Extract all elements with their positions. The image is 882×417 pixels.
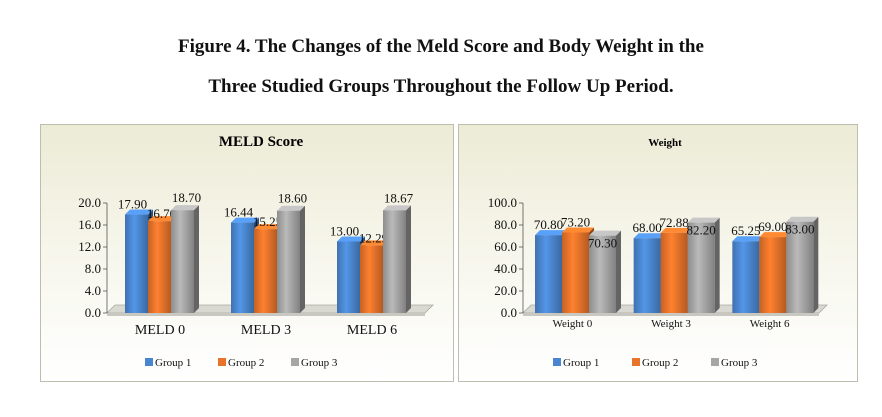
legend-entry: Group 3 [721, 357, 758, 369]
data-label: 70.30 [588, 236, 617, 251]
data-label: 18.60 [278, 191, 307, 206]
data-label: 13.00 [330, 224, 359, 239]
data-label: 15.25 [253, 214, 282, 229]
figure-title-line-2: Three Studied Groups Throughout the Foll… [208, 76, 674, 97]
legend-swatch [553, 358, 561, 366]
data-label: 70.80 [534, 217, 563, 232]
y-tick-label: 60.0 [494, 239, 517, 254]
bar-group-3-weight-0 [589, 230, 621, 313]
weight-chart: Weight 0.0 20.0 40.0 60.0 80.0 100.0 70.8073.20… [488, 137, 828, 369]
legend-swatch [291, 358, 299, 366]
figure-title-line-1: Figure 4. The Changes of the Meld Score … [178, 36, 704, 57]
legend-entry: Group 1 [563, 357, 599, 369]
chart-floor-edge [107, 313, 425, 316]
bar-group-3-meld-3 [277, 205, 305, 313]
y-tick-label: 20.0 [78, 195, 101, 210]
y-tick-label: 100.0 [488, 195, 517, 210]
y-tick-label: 4.0 [85, 283, 101, 298]
data-label: 18.67 [384, 190, 414, 205]
data-label: 16.70 [147, 206, 176, 221]
data-label: 82.20 [687, 223, 716, 238]
x-tick-label: Weight 0 [552, 318, 592, 330]
y-tick-label: 0.0 [501, 305, 517, 320]
chart-floor-edge [523, 313, 819, 316]
y-tick-label: 80.0 [494, 217, 517, 232]
y-tick-label: 16.0 [78, 217, 101, 232]
data-label: 12.29 [359, 230, 388, 245]
bar-group-3-meld-0 [171, 205, 199, 313]
data-label: 17.90 [118, 197, 147, 212]
data-label: 83.00 [785, 222, 814, 237]
x-tick-label: Weight 6 [750, 318, 790, 330]
data-label: 69.00 [758, 219, 787, 234]
y-tick-label: 40.0 [494, 261, 517, 276]
legend-swatch [218, 358, 226, 366]
data-label: 72.88 [660, 215, 689, 230]
data-label: 16.44 [224, 205, 254, 220]
y-tick-label: 0.0 [85, 305, 101, 320]
legend-entry: Group 1 [155, 357, 191, 369]
chart-title: MELD Score [219, 134, 304, 150]
meld-score-chart: MELD Score 0.0 4.0 8.0 12.0 16.0 20.0 17.9016.7… [78, 134, 434, 369]
data-label: 18.70 [172, 190, 201, 205]
bar-group-3-weight-3 [687, 217, 720, 313]
data-label: 65.25 [731, 223, 760, 238]
legend-entry: Group 2 [228, 357, 264, 369]
chart-title: Weight [648, 137, 682, 149]
bar-group-3-meld-6 [383, 205, 411, 313]
x-tick-label: MELD 0 [135, 323, 185, 338]
y-tick-label: 20.0 [494, 283, 517, 298]
x-tick-label: Weight 3 [651, 318, 691, 330]
y-tick-label: 8.0 [85, 261, 101, 276]
weight-chart-panel: Weight 0.0 20.0 40.0 60.0 80.0 100.0 70.80 73.20… [458, 124, 858, 382]
legend-swatch [632, 358, 640, 366]
legend-entry: Group 2 [642, 357, 678, 369]
data-label: 68.00 [633, 220, 662, 235]
x-tick-label: MELD 3 [241, 323, 291, 338]
legend-swatch [145, 358, 153, 366]
bar-group-3-weight-6 [786, 216, 819, 313]
legend-entry: Group 3 [301, 357, 338, 369]
data-label: 73.20 [561, 214, 590, 229]
meld-score-chart-panel: MELD Score 0.0 4.0 8.0 12.0 16.0 20.0 17.90 16.7… [40, 124, 454, 382]
y-tick-label: 12.0 [78, 239, 101, 254]
bar-group-2-weight-0 [562, 227, 594, 313]
x-tick-label: MELD 6 [347, 323, 397, 338]
legend-swatch [711, 358, 719, 366]
